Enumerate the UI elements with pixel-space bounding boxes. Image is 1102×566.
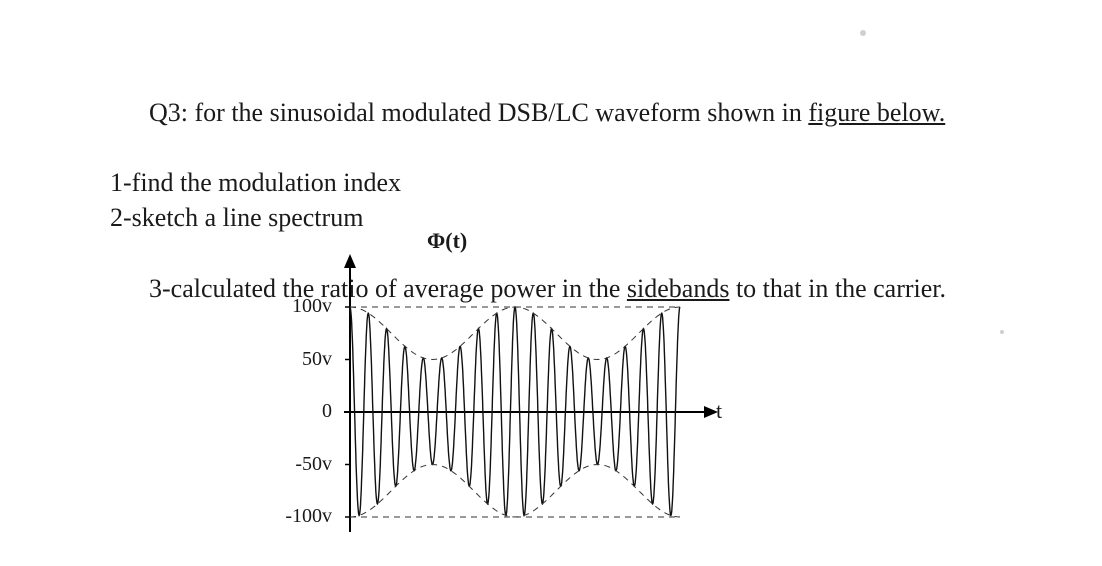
question-heading: Q3: for the sinusoidal modulated DSB/LC … xyxy=(110,60,1022,165)
question-line-1: 1-find the modulation index xyxy=(110,165,1022,200)
scan-artifact xyxy=(860,30,866,36)
q-heading-text: for the sinusoidal modulated DSB/LC wave… xyxy=(188,98,808,127)
q-number: Q3: xyxy=(149,98,188,127)
y-axis-title: Φ(t) xyxy=(427,228,467,254)
scan-artifact xyxy=(1000,330,1004,334)
question-line-2: 2-sketch a line spectrum xyxy=(110,200,1022,235)
modulation-waveform-chart xyxy=(280,252,760,552)
page-root: Q3: for the sinusoidal modulated DSB/LC … xyxy=(0,0,1102,566)
q-heading-underlined: figure below. xyxy=(808,98,945,127)
q3-rest: to that in the carrier. xyxy=(729,274,946,303)
